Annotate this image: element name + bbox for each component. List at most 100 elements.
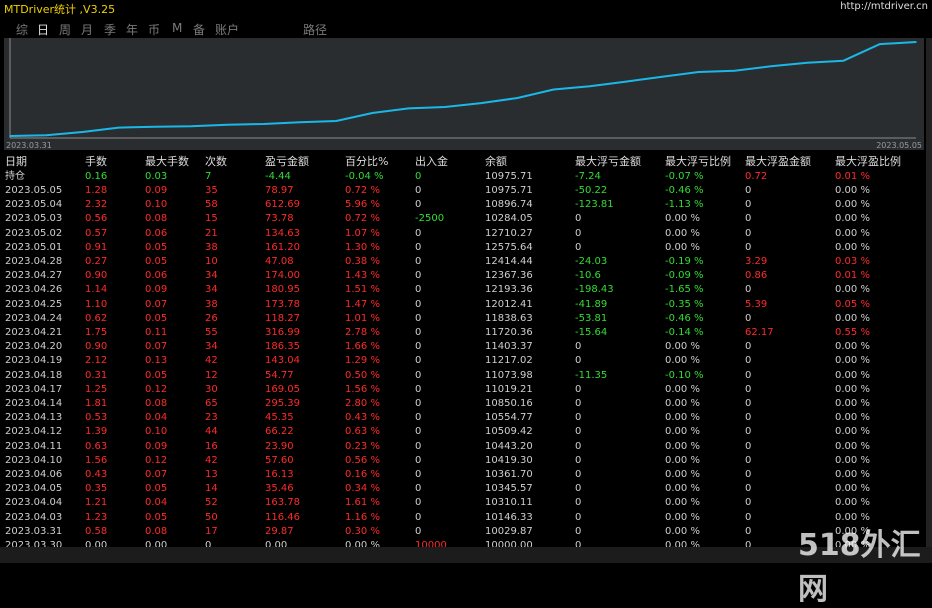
table-row: 2023.05.03 0.56 0.08 15 73.78 0.72 % -2500 1028…: [0, 212, 932, 226]
title-bar: MTDriver统计 ,V3.25 http://mtdriver.cn: [0, 0, 932, 16]
cell-col-7: 11403.37: [485, 341, 533, 353]
cell-col-7: 10000.00: [485, 540, 533, 551]
cell-col-7: 12575.64: [485, 241, 533, 253]
cell-col-8: 0: [575, 355, 582, 367]
cell-col-5: 1.47 %: [345, 298, 380, 310]
table-row: 2023.04.18 0.31 0.05 12 54.77 0.50 % 0 11073.98…: [0, 369, 932, 383]
cell-col-6: 10000: [415, 540, 447, 551]
cell-col-6: 0: [415, 369, 422, 381]
cell-col-4: 66.22: [265, 426, 294, 438]
cell-col-10: 0.72: [745, 171, 768, 182]
cell-col-0: 2023.04.18: [5, 369, 63, 381]
tab-9[interactable]: 账户: [215, 23, 240, 37]
table-row: 2023.04.28 0.27 0.05 10 47.08 0.38 % 0 12414.44…: [0, 255, 932, 269]
tab-7[interactable]: M: [172, 21, 183, 35]
cell-col-2: 最大手数: [145, 155, 189, 168]
cell-col-4: 35.46: [265, 483, 294, 495]
cell-col-9: -0.19 %: [665, 256, 704, 267]
cell-col-4: 295.39: [265, 398, 300, 409]
tab-6[interactable]: 币: [148, 23, 161, 37]
cell-col-8: 0: [575, 454, 582, 466]
cell-col-4: 118.27: [265, 312, 300, 324]
table-row: 2023.04.20 0.90 0.07 34 186.35 1.66 % 0 11403.3…: [0, 340, 932, 354]
cell-col-1: 0.63: [85, 440, 108, 452]
cell-col-9: -0.46 %: [665, 185, 704, 196]
cell-col-7: 10345.57: [485, 483, 533, 495]
cell-col-6: 0: [415, 525, 422, 537]
cell-col-9: -0.14 %: [665, 327, 704, 338]
tab-10[interactable]: 路径: [303, 23, 328, 37]
cell-col-5: 0.72 %: [345, 185, 380, 196]
cell-col-0: 2023.04.17: [5, 383, 63, 395]
tab-8[interactable]: 备: [193, 23, 206, 37]
tab-2[interactable]: 周: [59, 23, 72, 37]
cell-col-1: 0.27: [85, 256, 108, 267]
cell-col-3: 58: [205, 199, 218, 211]
cell-col-4: 163.78: [265, 497, 300, 509]
table-row: 2023.04.11 0.63 0.09 16 23.90 0.23 % 0 10443.20…: [0, 440, 932, 454]
cell-col-7: 10284.05: [485, 213, 533, 225]
cell-col-6: -2500: [415, 213, 445, 225]
cell-col-9: -0.09 %: [665, 270, 704, 282]
cell-col-0: 2023.04.12: [5, 426, 63, 438]
chart-point-7: [262, 123, 265, 125]
cell-col-6: 0: [415, 398, 422, 409]
cell-col-1: 0.35: [85, 483, 108, 495]
cell-col-5: 0.38 %: [345, 256, 380, 267]
scrollbar[interactable]: [926, 38, 932, 548]
cell-col-1: 1.39: [85, 426, 108, 438]
cell-col-3: 23: [205, 412, 218, 424]
table-row: 2023.04.24 0.62 0.05 26 118.27 1.01 % 0 11838.6…: [0, 312, 932, 326]
cell-col-1: 0.56: [85, 213, 108, 225]
cell-col-7: 12193.36: [485, 284, 533, 296]
cell-col-5: 0.56 %: [345, 454, 380, 466]
table-row: 2023.03.30 0.00 0.00 0 0.00 0.00 % 10000 10000.…: [0, 539, 932, 553]
cell-col-8: -50.22: [575, 185, 608, 196]
cell-col-11: 0.00 %: [835, 412, 870, 424]
cell-col-9: -0.07 %: [665, 171, 704, 182]
cell-col-11: 0.01 %: [835, 270, 870, 282]
cell-col-0: 2023.04.10: [5, 454, 63, 466]
cell-col-3: 42: [205, 454, 218, 466]
cell-col-7: 余额: [485, 155, 507, 168]
table-row: 2023.04.10 1.56 0.12 42 57.60 0.56 % 0 10419.30…: [0, 454, 932, 468]
cell-col-8: 0: [575, 497, 582, 509]
cell-col-10: 0: [745, 497, 752, 509]
cell-col-5: 1.29 %: [345, 355, 380, 367]
cell-col-5: 5.96 %: [345, 199, 380, 211]
cell-col-11: 0.00 %: [835, 312, 870, 324]
cell-col-3: 34: [205, 284, 218, 296]
tab-1[interactable]: 日: [37, 23, 50, 37]
cell-col-4: 47.08: [265, 256, 294, 267]
tab-3[interactable]: 月: [81, 23, 94, 37]
tab-5[interactable]: 年: [126, 23, 139, 37]
balance-chart: 2023.03.31 2023.05.05: [4, 38, 924, 150]
cell-col-4: 73.78: [265, 213, 294, 225]
cell-col-11: 0.00 %: [835, 227, 870, 239]
cell-col-9: 0.00 %: [665, 497, 700, 509]
cell-col-9: 0.00 %: [665, 227, 700, 239]
tab-0[interactable]: 综: [16, 23, 29, 37]
cell-col-4: 161.20: [265, 241, 300, 253]
cell-col-5: 0.23 %: [345, 440, 380, 452]
cell-col-9: 0.00 %: [665, 540, 700, 551]
cell-col-8: 0: [575, 469, 582, 480]
site-link[interactable]: http://mtdriver.cn: [840, 1, 928, 12]
cell-col-8: 0: [575, 440, 582, 452]
cell-col-8: 0: [575, 511, 582, 523]
cell-col-10: 0: [745, 185, 752, 196]
table-row: 2023.04.06 0.43 0.07 13 16.13 0.16 % 0 10361.70…: [0, 468, 932, 482]
cell-col-5: 1.66 %: [345, 341, 380, 353]
cell-col-8: -41.89: [575, 298, 608, 310]
cell-col-0: 持仓: [5, 171, 25, 182]
cell-col-7: 12414.44: [485, 256, 533, 267]
cell-col-2: 0.11: [145, 327, 168, 338]
cell-col-2: 0.00: [145, 540, 168, 551]
cell-col-8: -123.81: [575, 199, 614, 211]
cell-col-9: -0.35 %: [665, 298, 704, 310]
tab-4[interactable]: 季: [104, 23, 117, 37]
cell-col-10: 最大浮盈金额: [745, 155, 811, 168]
cell-col-1: 0.16: [85, 171, 108, 182]
cell-col-5: 1.56 %: [345, 383, 380, 395]
cell-col-7: 12367.36: [485, 270, 533, 282]
